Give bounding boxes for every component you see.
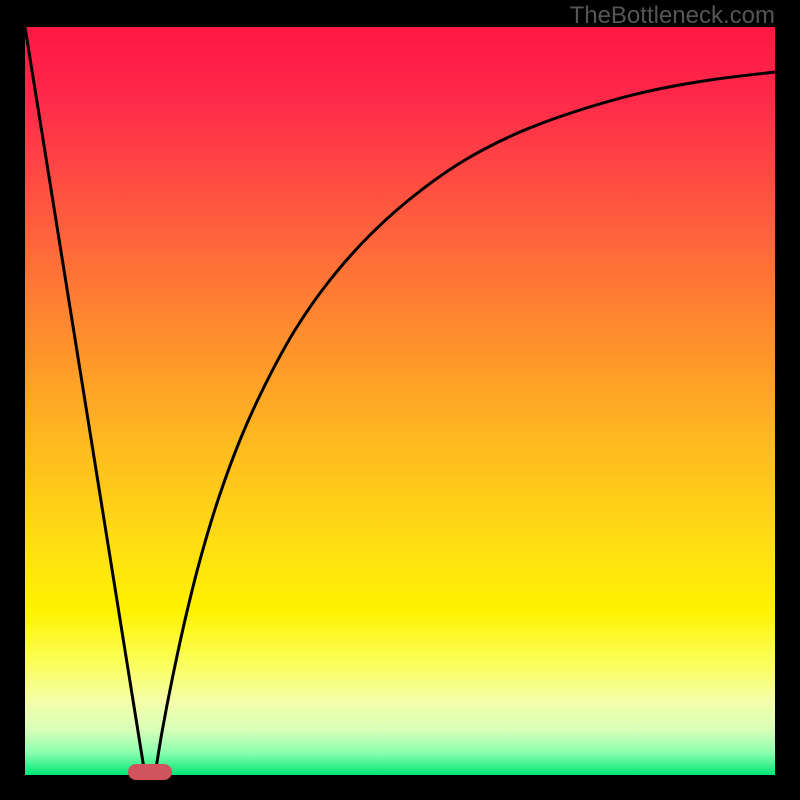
optimal-marker	[128, 764, 172, 780]
right-curve	[155, 72, 775, 775]
curves-layer	[0, 0, 800, 800]
watermark-text: TheBottleneck.com	[570, 2, 775, 30]
chart-container: TheBottleneck.com	[0, 0, 800, 800]
left-curve	[25, 27, 145, 775]
